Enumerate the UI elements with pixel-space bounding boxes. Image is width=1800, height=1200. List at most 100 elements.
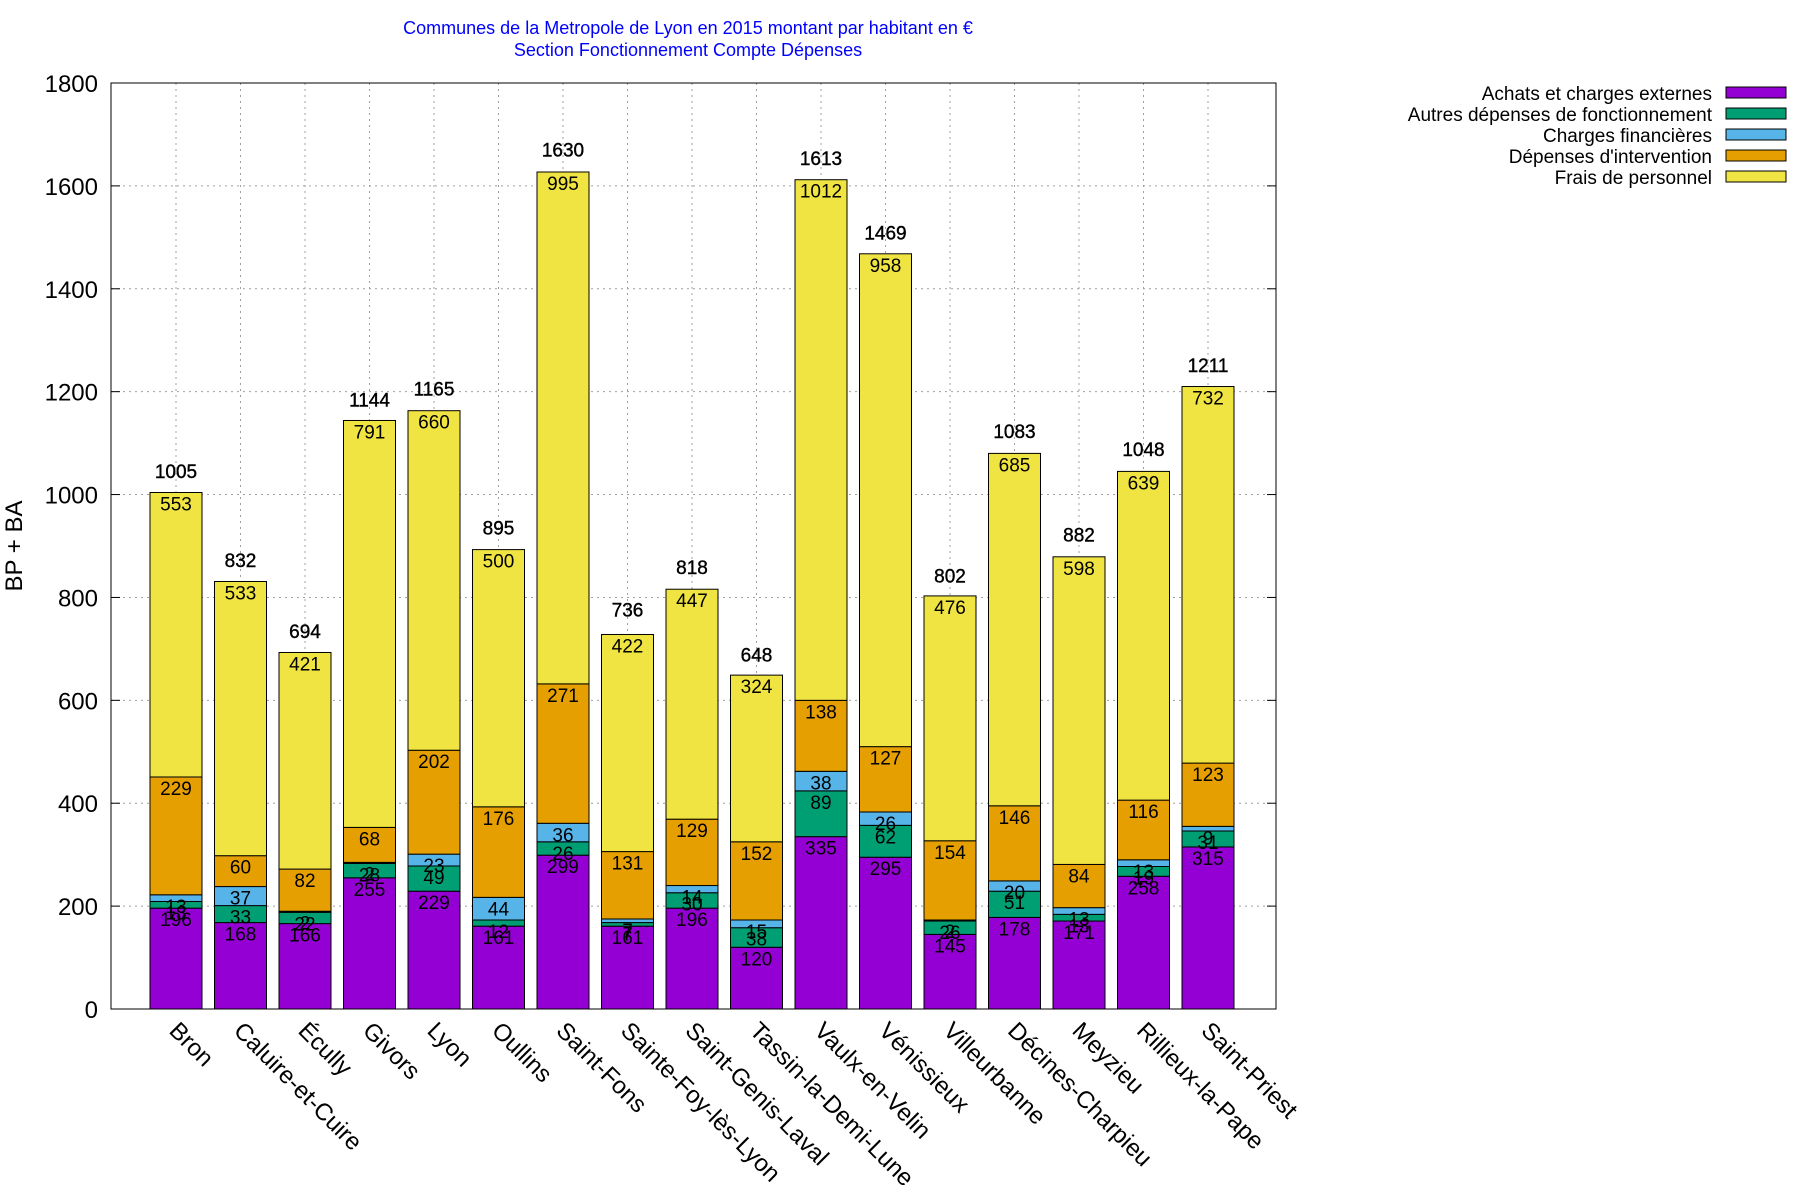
bar-segment	[343, 826, 396, 863]
bar-segment	[1181, 762, 1235, 827]
segment-value-label: 19	[1133, 868, 1154, 889]
legend-label: Achats et charges externes	[1482, 84, 1712, 105]
segment-value-label: 38	[810, 773, 831, 794]
segment-value-label: 533	[225, 583, 257, 604]
bar-total-label: 1211	[1188, 356, 1229, 377]
legend-swatch	[1725, 128, 1787, 141]
bar-segment	[923, 933, 977, 1010]
bar-segment	[343, 877, 396, 1010]
segment-value-label: 258	[1128, 878, 1160, 899]
segment-value-label: 255	[354, 880, 386, 901]
segment-value-label: 123	[1192, 765, 1224, 786]
bar-total-label: 818	[676, 558, 708, 579]
segment-value-label: 335	[805, 839, 837, 860]
bar-segment	[472, 925, 525, 1010]
y-axis-label: BP + BA	[1, 501, 28, 592]
segment-value-label: 13	[1068, 916, 1089, 937]
segment-value-label: 178	[999, 919, 1031, 940]
bar-segment	[214, 580, 267, 857]
segment-value-label: 12	[488, 922, 509, 943]
y-axis: 0 200 400 600 800 1000 1200 1400 1600 1800	[45, 71, 1276, 1024]
y-tick-label: 600	[58, 688, 98, 715]
bar-segment	[730, 674, 783, 843]
segment-value-label: 196	[676, 910, 708, 931]
bar-segment	[923, 595, 977, 842]
segment-value-label: 7	[622, 921, 633, 942]
segment-value-label: 28	[359, 865, 380, 886]
segment-value-label: 299	[547, 857, 579, 878]
bar-segment	[214, 855, 267, 888]
segment-value-label: 295	[870, 859, 902, 880]
bar-segment	[472, 549, 525, 808]
bar-segment	[536, 171, 590, 685]
bar-segment	[278, 868, 332, 912]
bar-segment	[1181, 846, 1235, 1010]
segment-value-label: 315	[1192, 849, 1224, 870]
segment-value-label: 500	[483, 552, 515, 573]
segment-value-label: 161	[483, 928, 515, 949]
segment-value-label: 2	[300, 913, 311, 934]
y-tick-label: 1600	[45, 174, 98, 201]
bar-segment	[794, 836, 848, 1010]
x-tick-label: Givors	[357, 1017, 425, 1085]
bar-total-label: 1630	[542, 140, 584, 161]
bar-segment	[214, 922, 267, 1010]
y-tick-label: 800	[58, 585, 98, 612]
segment-value-label: 639	[1128, 473, 1160, 494]
bar-total-label: 1144	[349, 390, 390, 411]
segment-value-label: 598	[1063, 559, 1095, 580]
segment-value-label: 146	[999, 808, 1031, 829]
segment-value-label: 958	[870, 256, 902, 277]
bar-segment	[1052, 920, 1106, 1010]
bar-segment	[988, 452, 1041, 807]
bar-total-label: 648	[741, 646, 773, 667]
bar-segment	[923, 840, 977, 921]
legend-label: Autres dépenses de fonctionnement	[1408, 105, 1713, 126]
bar-segment	[149, 776, 203, 896]
bar-total-label: 1613	[800, 149, 842, 170]
bar-segment	[278, 651, 332, 870]
legend-label: Frais de personnel	[1555, 168, 1712, 189]
bar-segment	[601, 925, 654, 1010]
bar-segment	[1117, 799, 1170, 861]
bar-segment	[601, 851, 654, 920]
segment-value-label: 26	[875, 814, 896, 835]
legend-swatch	[1725, 170, 1787, 183]
segment-value-label: 13	[1068, 910, 1089, 931]
segment-value-label: 422	[612, 636, 644, 657]
bar-segment	[794, 179, 848, 701]
segment-value-label: 44	[488, 899, 510, 920]
plot-frame	[110, 82, 1277, 1010]
bar-segment	[1052, 863, 1106, 909]
segment-value-label: 166	[289, 926, 321, 947]
bar-total-label: 694	[289, 622, 321, 643]
bar-total-label: 1165	[414, 380, 455, 401]
segment-value-label: 62	[875, 827, 896, 848]
segment-value-label: 660	[418, 413, 450, 434]
segment-value-label: 15	[746, 922, 767, 943]
bar-segment	[794, 790, 848, 838]
y-tick-label: 1000	[45, 483, 98, 510]
bar-segment	[665, 818, 719, 887]
segment-value-label: 152	[741, 844, 773, 865]
bars: 1961313229553100516833376053383216622282…	[149, 140, 1235, 1010]
segment-value-label: 60	[230, 858, 251, 879]
segment-value-label: 229	[160, 779, 192, 800]
segment-value-label: 13	[165, 903, 186, 924]
segment-value-label: 995	[547, 174, 579, 195]
chart-subtitle: Section Fonctionnement Compte Dépenses	[514, 40, 862, 60]
bar-total-label: 736	[612, 600, 644, 621]
segment-value-label: 196	[160, 910, 192, 931]
segment-value-label: 30	[681, 895, 702, 916]
segment-value-label: 9	[1203, 828, 1214, 849]
